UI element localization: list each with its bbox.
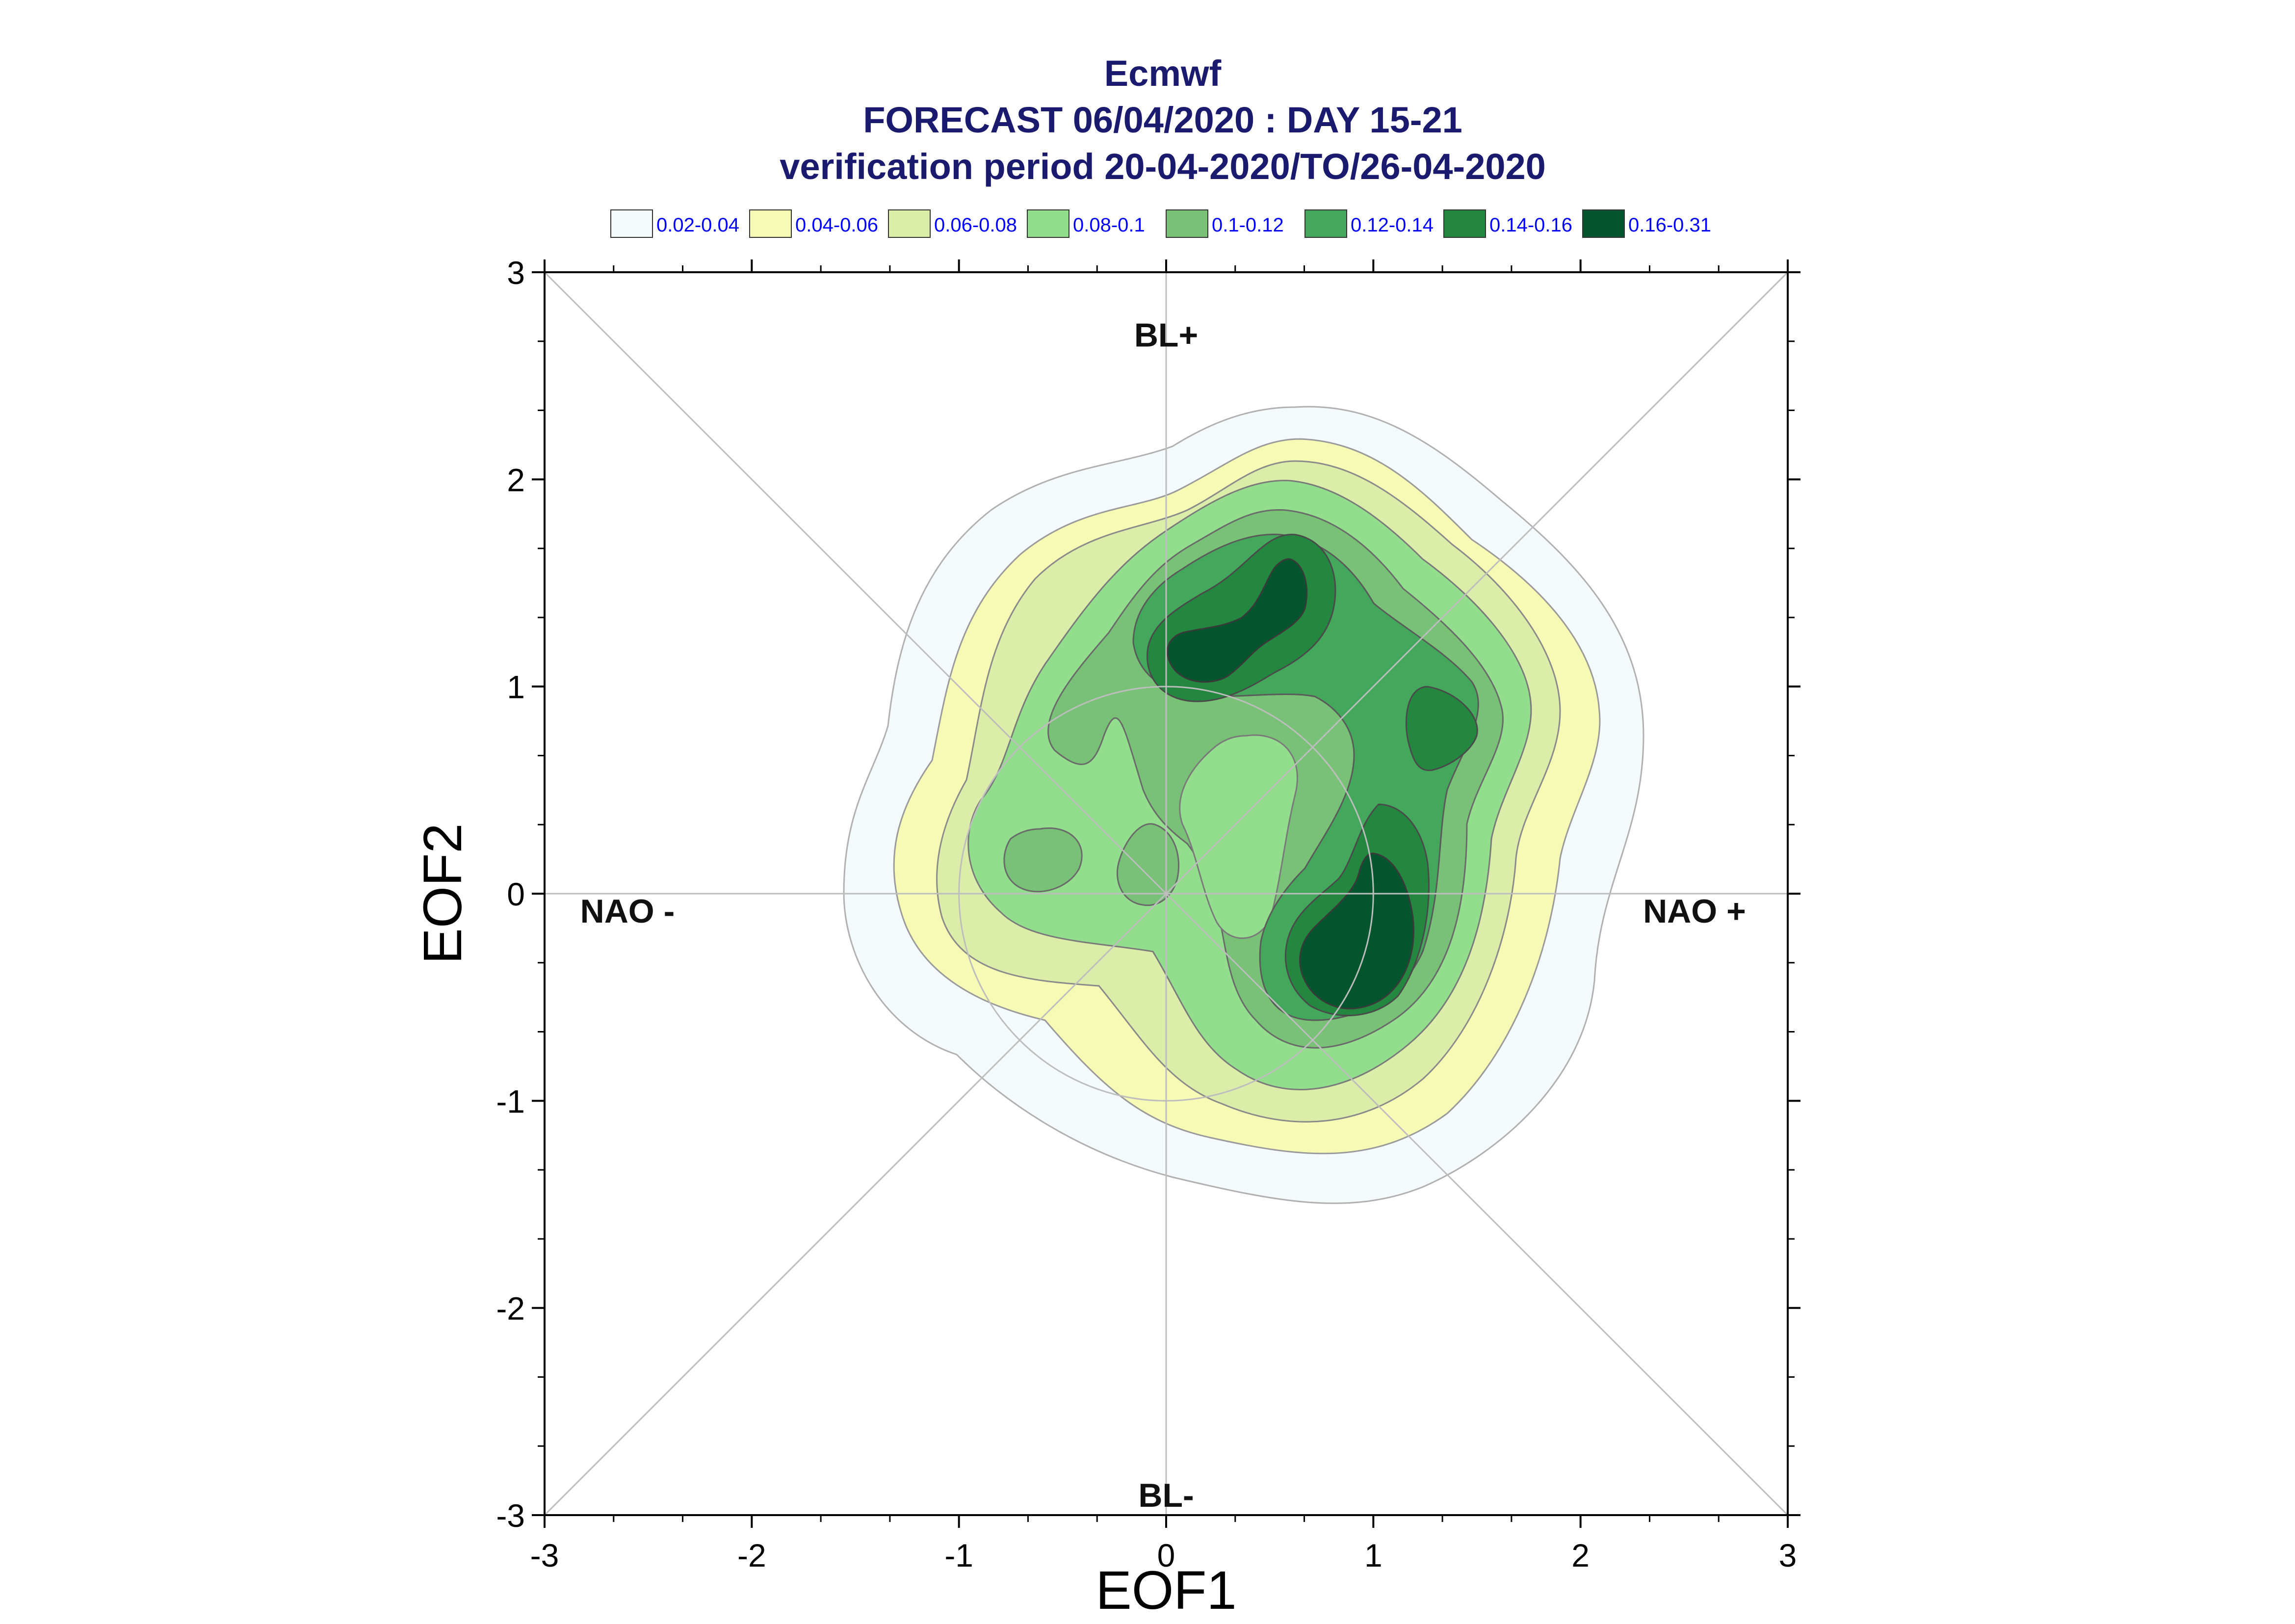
y-tick-label: 0	[507, 876, 525, 912]
x-tick-label: -1	[944, 1537, 973, 1573]
chart-title-line2: FORECAST 06/04/2020 : DAY 15-21	[863, 100, 1462, 140]
contour-band-0.14-0.16-right	[1405, 686, 1478, 772]
chart-title-line3: verification period 20-04-2020/TO/26-04-…	[780, 146, 1546, 187]
contour-blob-center-0.1-0.12	[1116, 823, 1180, 906]
contour-band-0.16-0.31-top	[1167, 558, 1308, 683]
legend-label-2: 0.06-0.08	[934, 214, 1017, 236]
legend-label-4: 0.1-0.12	[1212, 214, 1284, 236]
chart-title-line1: Ecmwf	[1104, 53, 1222, 94]
regime-label: NAO -	[580, 893, 675, 930]
legend-label-0: 0.02-0.04	[656, 214, 739, 236]
legend-swatch-0	[610, 209, 653, 238]
x-tick-label: -3	[530, 1537, 559, 1573]
x-tick-label: -2	[737, 1537, 766, 1573]
contour-blob-left-0.1-0.12	[1003, 827, 1083, 893]
x-tick-label: 1	[1364, 1537, 1382, 1573]
legend: 0.02-0.04 0.04-0.06 0.06-0.08 0.08-0.1 0.1-0…	[610, 209, 1711, 238]
legend-label-7: 0.16-0.31	[1628, 214, 1711, 236]
x-tick-label: 2	[1571, 1537, 1590, 1573]
y-tick-label: -2	[496, 1290, 525, 1327]
x-tick-label: 0	[1157, 1537, 1175, 1573]
regime-labels: BL+ BL- NAO - NAO +	[580, 317, 1746, 1514]
y-tick-label: 3	[507, 255, 525, 291]
unit-circle	[958, 686, 1374, 1102]
regime-label: BL+	[1134, 317, 1198, 354]
legend-swatch-1	[749, 209, 792, 238]
y-tick-label: 2	[507, 462, 525, 498]
legend-label-1: 0.04-0.06	[795, 214, 878, 236]
reference-lines	[545, 272, 1788, 1515]
y-tick-label: 1	[507, 669, 525, 705]
density-contours	[843, 406, 1644, 1204]
contour-band-0.16-0.31-bottom	[1299, 852, 1414, 1009]
x-axis-title: EOF1	[1095, 1560, 1236, 1621]
legend-swatch-3	[1027, 209, 1069, 238]
y-tick-label: -1	[496, 1083, 525, 1119]
axis-ticks: -3 -2 -1 0 1 2 3 -3 -2 -1 0 1 2 3	[496, 255, 1800, 1573]
regime-label: BL-	[1138, 1477, 1194, 1514]
y-axis-title: EOF2	[413, 823, 473, 964]
legend-label-6: 0.14-0.16	[1489, 214, 1572, 236]
legend-label-5: 0.12-0.14	[1351, 214, 1434, 236]
legend-swatch-5	[1304, 209, 1347, 238]
regime-label: NAO +	[1643, 893, 1746, 930]
legend-swatch-4	[1166, 209, 1208, 238]
legend-swatch-2	[888, 209, 931, 238]
x-tick-label: 3	[1779, 1537, 1797, 1573]
legend-swatch-7	[1582, 209, 1625, 238]
legend-label-3: 0.08-0.1	[1073, 214, 1145, 236]
y-tick-label: -3	[496, 1497, 525, 1534]
legend-swatch-6	[1443, 209, 1486, 238]
contour-pocket-0.08-0.1	[1179, 734, 1298, 939]
